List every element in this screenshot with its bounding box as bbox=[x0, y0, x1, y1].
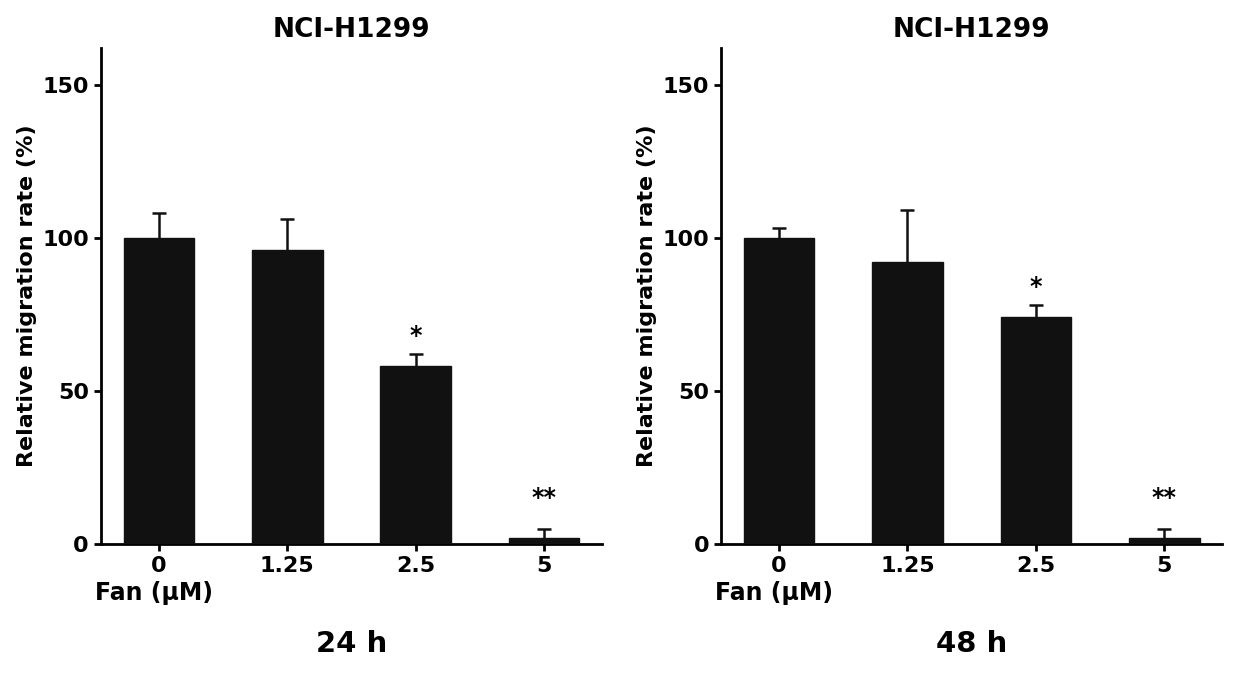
Text: 24 h: 24 h bbox=[316, 629, 387, 658]
Y-axis label: Relative migration rate (%): Relative migration rate (%) bbox=[637, 124, 657, 467]
Y-axis label: Relative migration rate (%): Relative migration rate (%) bbox=[16, 124, 37, 467]
Bar bbox=[743, 238, 814, 544]
Text: **: ** bbox=[532, 486, 556, 511]
Bar bbox=[124, 238, 195, 544]
Title: NCI-H1299: NCI-H1299 bbox=[273, 17, 430, 43]
Bar bbox=[252, 250, 322, 544]
Text: 48 h: 48 h bbox=[935, 629, 1007, 658]
Bar bbox=[1129, 538, 1199, 544]
Bar bbox=[872, 262, 943, 544]
Text: **: ** bbox=[1152, 486, 1177, 511]
Text: *: * bbox=[409, 324, 422, 348]
Bar bbox=[1001, 317, 1072, 544]
Text: *: * bbox=[1030, 275, 1042, 299]
Bar bbox=[380, 366, 451, 544]
Text: Fan (μM): Fan (μM) bbox=[94, 581, 213, 605]
Title: NCI-H1299: NCI-H1299 bbox=[893, 17, 1051, 43]
Bar bbox=[509, 538, 580, 544]
Text: Fan (μM): Fan (μM) bbox=[715, 581, 833, 605]
